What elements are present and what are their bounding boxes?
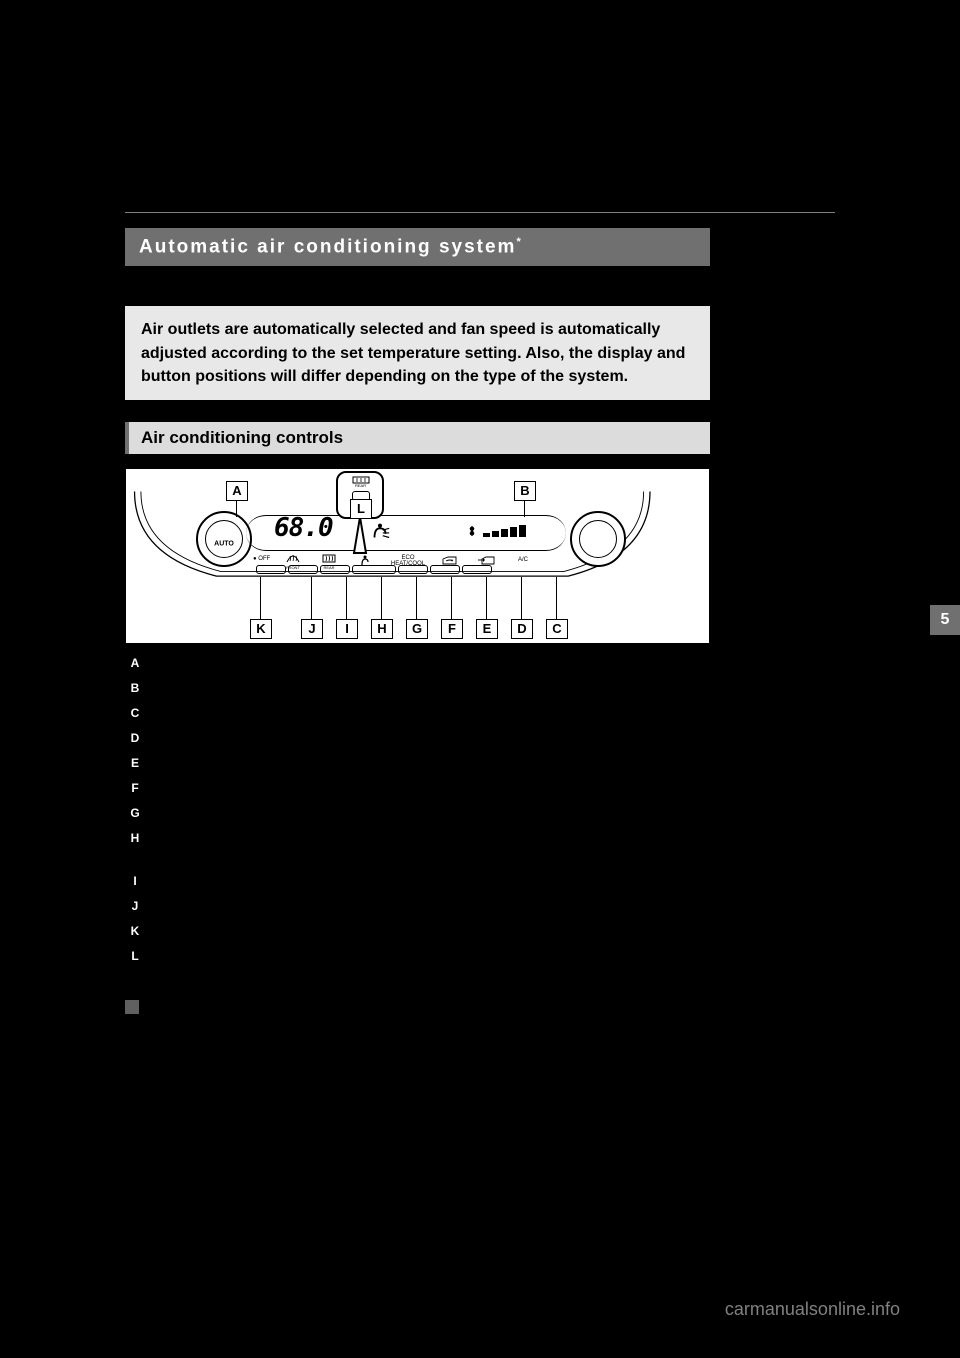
callout-I: I bbox=[336, 619, 358, 639]
legend-item-E: E bbox=[125, 754, 725, 772]
legend-item-L: L bbox=[125, 947, 725, 965]
bullet-square-icon bbox=[125, 1000, 139, 1014]
legend-item-K: K bbox=[125, 922, 725, 940]
legend-item-I: I bbox=[125, 872, 725, 890]
intro-box: Air outlets are automatically selected a… bbox=[125, 306, 710, 400]
title-footnote: * bbox=[516, 236, 522, 248]
side-tab: 5 bbox=[930, 605, 960, 635]
callout-K: K bbox=[250, 619, 272, 639]
section-heading: Air conditioning controls bbox=[125, 422, 710, 454]
legend-item-B: B bbox=[125, 679, 725, 697]
callout-F: F bbox=[441, 619, 463, 639]
legend-item-G: G bbox=[125, 804, 725, 822]
footer-brand: carmanualsonline.info bbox=[725, 1299, 900, 1320]
callout-H: H bbox=[371, 619, 393, 639]
legend-item-A: A bbox=[125, 654, 725, 672]
legend-item-H: H bbox=[125, 829, 725, 847]
chapter-title-bar: Automatic air conditioning system* bbox=[125, 228, 710, 266]
callout-C: C bbox=[546, 619, 568, 639]
sub-bullet bbox=[125, 1000, 725, 1014]
legend-item-C: C bbox=[125, 704, 725, 722]
ac-controls-diagram: AUTO 68.0 ● OFF FRONT REAR bbox=[125, 468, 710, 644]
legend-item-D: D bbox=[125, 729, 725, 747]
legend-item-J: J bbox=[125, 897, 725, 915]
callout-L: L bbox=[350, 499, 372, 519]
legend-item-F: F bbox=[125, 779, 725, 797]
callout-E: E bbox=[476, 619, 498, 639]
diagram-callout-labels: A B L K J I H G F E D C bbox=[126, 469, 709, 643]
callout-A: A bbox=[226, 481, 248, 501]
callout-D: D bbox=[511, 619, 533, 639]
page-content: Automatic air conditioning system* Air o… bbox=[125, 190, 835, 1021]
callout-B: B bbox=[514, 481, 536, 501]
callout-J: J bbox=[301, 619, 323, 639]
legend-list: A B C D E F G H I J K L bbox=[125, 654, 725, 1014]
callout-G: G bbox=[406, 619, 428, 639]
chapter-title: Automatic air conditioning system bbox=[139, 236, 516, 257]
